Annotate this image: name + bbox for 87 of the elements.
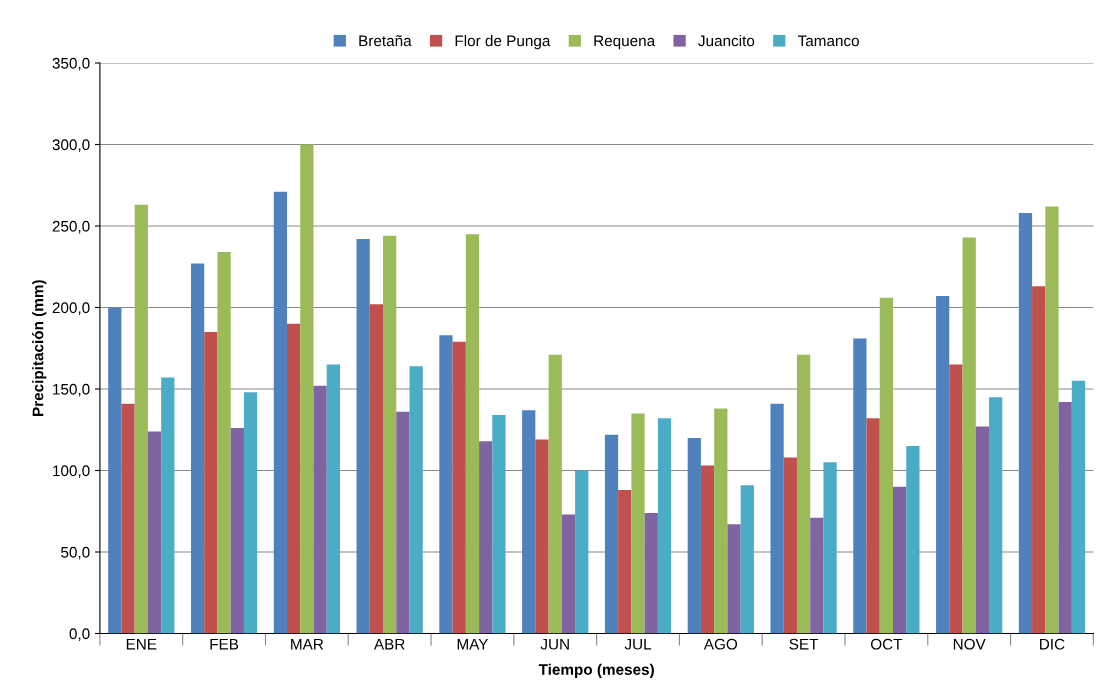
- x-tick-label: ABR: [373, 638, 405, 650]
- bar: [190, 263, 205, 634]
- bar: [300, 144, 314, 634]
- bar: [147, 431, 162, 634]
- legend-label: Juancito: [698, 35, 755, 47]
- bar: [1071, 380, 1086, 634]
- x-tick-label: JUL: [624, 638, 652, 650]
- legend-label: Bretaña: [359, 35, 412, 47]
- bar: [313, 385, 327, 634]
- bar: [1045, 206, 1059, 634]
- bar: [134, 204, 148, 634]
- bar: [975, 426, 990, 634]
- y-tick-label: 300,0: [52, 139, 90, 152]
- bar: [121, 403, 135, 634]
- y-tick-label: 200,0: [52, 302, 90, 315]
- bar: [439, 335, 453, 634]
- bar: [465, 234, 480, 634]
- bar: [243, 392, 258, 634]
- bar: [535, 439, 549, 634]
- bar: [326, 364, 340, 634]
- bar: [893, 486, 907, 634]
- y-tick-label: 250,0: [52, 220, 90, 234]
- bar: [657, 418, 672, 634]
- x-tick-label: OCT: [870, 638, 903, 650]
- bar: [548, 354, 562, 634]
- bar: [727, 524, 741, 634]
- y-tick-label: 0,0: [69, 628, 90, 641]
- bar: [810, 517, 824, 634]
- bar: [230, 428, 244, 634]
- bar: [770, 403, 784, 634]
- bar: [936, 296, 950, 634]
- bar: [396, 411, 410, 634]
- legend-label: Flor de Punga: [455, 35, 551, 50]
- bar: [479, 441, 493, 634]
- bar: [273, 191, 287, 634]
- bar: [604, 434, 619, 634]
- bar: [575, 470, 589, 634]
- y-axis-title: Precipitación (mm): [32, 280, 47, 416]
- bar: [287, 323, 301, 634]
- bar: [796, 354, 811, 634]
- bar: [687, 437, 701, 634]
- bar: [962, 237, 976, 634]
- bar: [631, 413, 645, 634]
- bar: [949, 364, 963, 634]
- x-tick-label: SET: [789, 638, 819, 650]
- legend-label: Tamanco: [797, 35, 859, 47]
- x-tick-label: JUN: [540, 638, 569, 650]
- x-tick-label: DIC: [1040, 638, 1065, 650]
- x-axis-title: Tiempo (meses): [538, 663, 654, 678]
- bar: [452, 341, 466, 634]
- bar: [644, 512, 658, 634]
- bar: [217, 252, 231, 634]
- bar: [714, 408, 728, 634]
- bar: [161, 377, 175, 634]
- bar: [108, 307, 122, 634]
- bar: [522, 410, 536, 634]
- bar: [989, 397, 1003, 634]
- bar: [409, 366, 423, 634]
- bar: [866, 418, 880, 634]
- y-tick-label: 350,0: [52, 57, 90, 71]
- bar: [740, 485, 754, 634]
- bar: [1058, 402, 1072, 634]
- bar: [1018, 212, 1033, 634]
- bar: [492, 415, 506, 634]
- x-tick-label: FEB: [210, 638, 239, 650]
- bar: [369, 304, 384, 634]
- bar: [561, 514, 576, 634]
- bar: [1032, 286, 1046, 634]
- x-tick-label: NOV: [953, 638, 986, 650]
- legend-label: Requena: [594, 35, 656, 50]
- y-tick-label: 100,0: [53, 465, 90, 478]
- bar: [618, 490, 632, 634]
- y-tick-label: 150,0: [53, 383, 90, 397]
- x-tick-label: MAR: [291, 638, 324, 650]
- x-tick-label: ENE: [126, 638, 157, 650]
- bar: [783, 457, 797, 634]
- bar: [383, 235, 397, 634]
- bar: [823, 462, 837, 634]
- x-tick-label: AGO: [703, 638, 738, 650]
- bar: [906, 446, 920, 634]
- bar: [700, 465, 715, 634]
- bar: [204, 331, 218, 634]
- bar: [879, 297, 893, 634]
- bar: [853, 338, 867, 634]
- y-tick-label: 50,0: [61, 546, 90, 560]
- x-tick-label: MAY: [457, 638, 489, 650]
- bar: [356, 239, 370, 634]
